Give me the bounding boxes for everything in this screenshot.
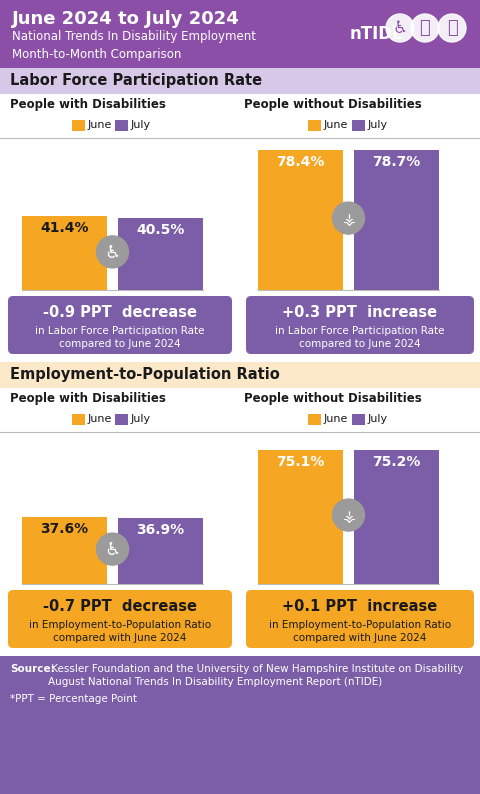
Bar (0, 362, 480, 388)
Text: People without Disabilities: People without Disabilities (244, 98, 422, 111)
Text: -0.7 PPT  decrease: -0.7 PPT decrease (43, 599, 197, 614)
FancyBboxPatch shape (246, 296, 474, 354)
Bar (0, 68, 480, 94)
Bar (308, 120, 321, 131)
Text: 36.9%: 36.9% (136, 523, 185, 538)
Circle shape (386, 14, 414, 42)
Text: -0.9 PPT  decrease: -0.9 PPT decrease (43, 305, 197, 320)
Bar (258, 450, 343, 584)
Text: ♿: ♿ (393, 19, 408, 37)
Text: ⚶: ⚶ (342, 508, 355, 523)
Text: People with Disabilities: People with Disabilities (10, 98, 166, 111)
Circle shape (96, 236, 129, 268)
Bar (22, 216, 107, 290)
Text: National Trends In Disability Employment
Month-to-Month Comparison: National Trends In Disability Employment… (12, 30, 256, 61)
Text: July: July (131, 120, 151, 130)
Text: nTIDE: nTIDE (350, 25, 404, 43)
Bar (308, 414, 321, 425)
Bar (72, 414, 85, 425)
Bar (72, 120, 85, 131)
Text: in Labor Force Participation Rate
compared to June 2024: in Labor Force Participation Rate compar… (35, 326, 205, 349)
Bar (352, 414, 365, 425)
Text: Labor Force Participation Rate: Labor Force Participation Rate (10, 73, 262, 88)
Text: June: June (324, 120, 348, 130)
Text: June 2024 to July 2024: June 2024 to July 2024 (12, 10, 240, 28)
Text: July: July (368, 120, 388, 130)
Text: *PPT = Percentage Point: *PPT = Percentage Point (10, 694, 137, 704)
Text: +0.1 PPT  increase: +0.1 PPT increase (282, 599, 438, 614)
Text: 78.7%: 78.7% (372, 155, 420, 168)
Circle shape (411, 14, 439, 42)
Bar (0, 0, 480, 68)
Text: 75.1%: 75.1% (276, 455, 324, 469)
Bar (354, 450, 439, 584)
Text: in Employment-to-Population Ratio
compared with June 2024: in Employment-to-Population Ratio compar… (269, 620, 451, 643)
FancyBboxPatch shape (246, 590, 474, 648)
Text: June: June (88, 120, 112, 130)
Circle shape (438, 14, 466, 42)
Text: 👤: 👤 (420, 19, 431, 37)
Text: June: June (88, 414, 112, 424)
Text: June: June (324, 414, 348, 424)
Text: ⚶: ⚶ (342, 212, 355, 226)
Text: July: July (131, 414, 151, 424)
Bar (115, 414, 128, 425)
Text: People with Disabilities: People with Disabilities (10, 392, 166, 405)
Text: in Labor Force Participation Rate
compared to June 2024: in Labor Force Participation Rate compar… (275, 326, 445, 349)
Text: Employment-to-Population Ratio: Employment-to-Population Ratio (10, 367, 280, 382)
Text: 37.6%: 37.6% (40, 522, 89, 536)
Text: July: July (368, 414, 388, 424)
Circle shape (333, 499, 364, 531)
Bar (354, 149, 439, 290)
Text: 75.2%: 75.2% (372, 455, 420, 469)
Circle shape (333, 202, 364, 234)
Bar (352, 120, 365, 131)
Text: Source:: Source: (10, 664, 55, 674)
Text: in Employment-to-Population Ratio
compared with June 2024: in Employment-to-Population Ratio compar… (29, 620, 211, 643)
Text: 41.4%: 41.4% (40, 222, 89, 235)
FancyBboxPatch shape (8, 590, 232, 648)
Bar (22, 517, 107, 584)
Text: Kessler Foundation and the University of New Hampshire Institute on Disability
A: Kessler Foundation and the University of… (48, 664, 463, 687)
Bar (115, 120, 128, 131)
Text: 40.5%: 40.5% (136, 223, 185, 237)
Text: +0.3 PPT  increase: +0.3 PPT increase (282, 305, 438, 320)
Bar (258, 150, 343, 290)
Circle shape (96, 533, 129, 565)
Text: 78.4%: 78.4% (276, 155, 324, 169)
Text: People without Disabilities: People without Disabilities (244, 392, 422, 405)
FancyBboxPatch shape (8, 296, 232, 354)
Text: 👤: 👤 (446, 19, 457, 37)
Bar (0, 656, 480, 794)
Text: ♿: ♿ (105, 541, 120, 559)
Bar (118, 518, 203, 584)
Bar (118, 218, 203, 290)
Text: ♿: ♿ (105, 244, 120, 262)
